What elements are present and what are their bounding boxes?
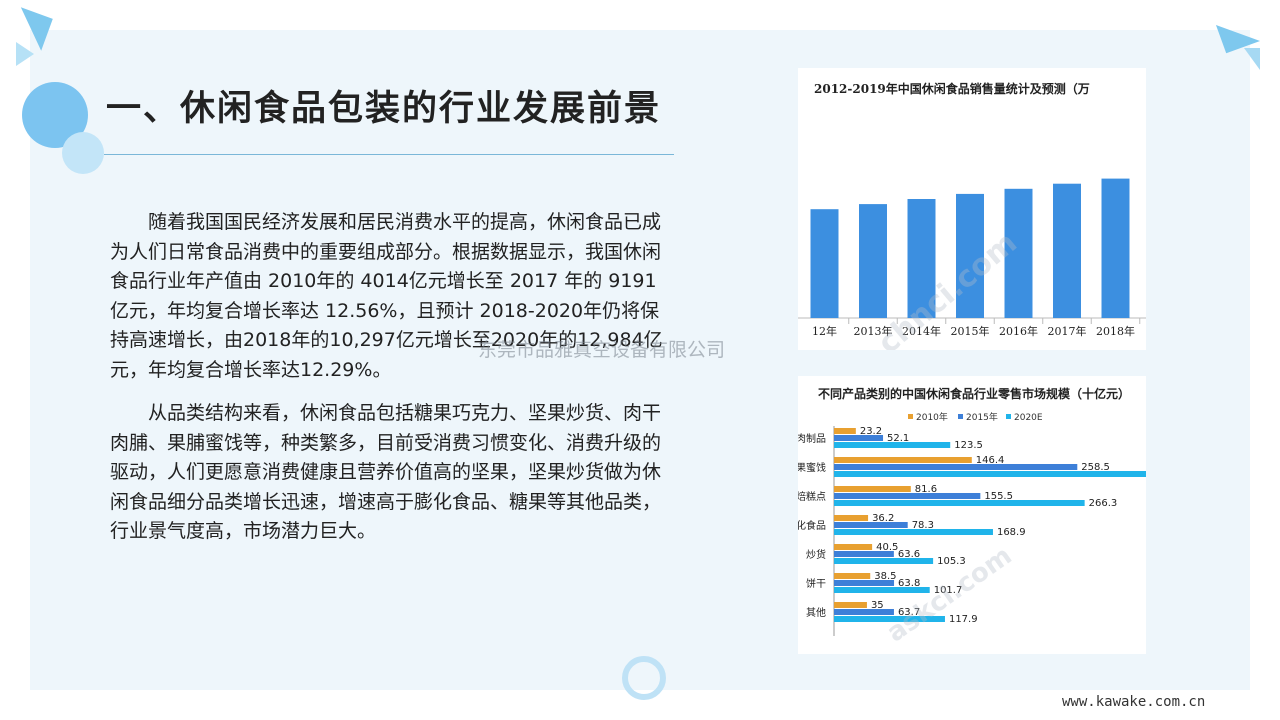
body-text: 随着我国国民经济发展和居民消费水平的提高，休闲食品已成为人们日常食品消费中的重要…	[110, 208, 665, 561]
chart1-bar-1	[859, 204, 887, 318]
chart2-data-label-0-2: 123.5	[954, 440, 983, 451]
retail-market-chart-svg: 不同产品类别的中国休闲食品行业零售市场规模（十亿元） 2010年 2015年 2020…	[798, 386, 1146, 648]
chart2-bar-1-1	[834, 464, 1078, 470]
chart1-tick-label-5: 2017年	[1048, 324, 1087, 338]
chart2-bar-3-0	[834, 515, 869, 521]
paragraph-1: 随着我国国民经济发展和居民消费水平的提高，休闲食品已成为人们日常食品消费中的重要…	[110, 211, 663, 381]
chart2-data-label-4-1: 63.6	[898, 549, 920, 560]
chart2-legend-label-0: 2010年	[916, 411, 948, 423]
chart2-bar-4-0	[834, 544, 873, 550]
chart2-title: 不同产品类别的中国休闲食品行业零售市场规模（十亿元）	[818, 386, 1130, 401]
chart2-bar-4-1	[834, 551, 894, 557]
chart2-category-6: 其他	[806, 606, 826, 619]
chart1-tick-label-4: 2016年	[999, 324, 1038, 338]
chart2-bar-2-1	[834, 493, 981, 499]
chart1-tick-label-6: 2018年	[1096, 324, 1135, 338]
chart2-category-4: 炒货	[806, 548, 826, 561]
chart2-bar-1-2	[834, 471, 1146, 477]
chart2-bar-5-1	[834, 580, 895, 586]
paragraph-2: 从品类结构来看，休闲食品包括糖果巧克力、坚果炒货、肉干肉脯、果脯蜜饯等，种类繁多…	[110, 402, 662, 542]
chart1-bar-3	[956, 193, 984, 318]
site-url: www.kawake.com.cn	[1062, 694, 1206, 710]
chart2-category-1: 果蜜饯	[798, 461, 826, 474]
chart1-bar-5	[1053, 183, 1081, 318]
chart2-data-label-2-1: 155.5	[984, 491, 1013, 502]
chart2-data-label-4-0: 40.5	[876, 542, 898, 553]
retail-market-chart: 不同产品类别的中国休闲食品行业零售市场规模（十亿元） 2010年 2015年 2020…	[798, 376, 1146, 654]
title-divider	[104, 154, 674, 155]
chart2-data-label-4-2: 105.3	[937, 556, 966, 567]
chart2-data-label-5-1: 63.8	[898, 578, 920, 589]
page-title: 一、休闲食品包装的行业发展前景	[106, 89, 662, 129]
chart2-data-label-2-0: 81.6	[915, 484, 937, 495]
chart2-data-label-6-1: 63.7	[898, 607, 920, 618]
chart1-bar-0	[810, 209, 839, 318]
chart2-legend-swatch-2	[1006, 414, 1011, 419]
chart2-data-label-0-1: 52.1	[887, 433, 909, 444]
chart2-legend-swatch-0	[908, 414, 913, 419]
chart2-bar-6-1	[834, 609, 894, 615]
chart1-title: 2012-2019年中国休闲食品销售量统计及预测（万	[814, 81, 1090, 96]
chart1-tick-label-2: 2014年	[902, 324, 941, 338]
sales-volume-chart-svg: 12年 2013年 2014年 2015年 2016年 2017年 2018年chnci.c…	[798, 68, 1146, 350]
chart1-tick-label-1: 2013年	[854, 324, 893, 338]
chart2-data-label-0-0: 23.2	[860, 426, 882, 437]
chart2-bar-4-2	[834, 558, 934, 564]
chart2-legend-label-2: 2020E	[1014, 413, 1043, 423]
chart2-bar-0-2	[834, 442, 951, 448]
chart1-tick-label-0: 12年	[812, 324, 837, 338]
decor-triangle-top-right-small	[1244, 48, 1260, 70]
chart2-bar-6-0	[834, 602, 867, 608]
chart2-data-label-5-0: 38.5	[874, 571, 896, 582]
chart2-bar-5-0	[834, 573, 871, 579]
sales-volume-chart: 12年 2013年 2014年 2015年 2016年 2017年 2018年 chnci.c…	[798, 68, 1146, 350]
chart1-bar-6	[1101, 178, 1130, 318]
chart2-category-3: 膨化食品	[798, 519, 826, 532]
chart2-data-label-3-1: 78.3	[912, 520, 934, 531]
chart2-bar-2-2	[834, 500, 1085, 506]
company-watermark: 东莞市品雅真空设备有限公司	[478, 339, 726, 361]
chart2-bar-0-0	[834, 428, 856, 434]
decor-ring-bottom	[622, 656, 666, 700]
chart2-bar-5-2	[834, 587, 930, 593]
chart2-bar-1-0	[834, 457, 972, 463]
chart2-data-label-5-2: 101.7	[934, 585, 963, 596]
chart2-data-label-3-2: 168.9	[997, 527, 1026, 538]
chart1-title-bg	[798, 68, 1146, 104]
chart1-bar-2	[907, 199, 936, 318]
chart2-bar-2-0	[834, 486, 911, 492]
decor-circle-small	[62, 132, 104, 174]
chart2-legend-swatch-1	[958, 414, 963, 419]
chart2-data-label-2-2: 266.3	[1089, 498, 1118, 509]
chart1-bar-4	[1004, 188, 1033, 318]
chart2-data-label-6-0: 35	[871, 600, 884, 611]
chart2-category-2: 烘焙糕点	[798, 490, 826, 503]
chart2-bar-6-2	[834, 616, 945, 622]
chart2-bar-3-2	[834, 529, 993, 535]
chart2-bar-0-1	[834, 435, 884, 441]
decor-triangle-top-left-small	[16, 42, 34, 66]
chart1-tick-label-3: 2015年	[951, 324, 990, 338]
chart2-data-label-1-1: 258.5	[1081, 462, 1110, 473]
chart2-legend-label-1: 2015年	[966, 411, 998, 423]
chart2-bar-3-1	[834, 522, 908, 528]
chart2-data-label-1-0: 146.4	[976, 455, 1005, 466]
chart2-category-5: 饼干	[806, 577, 826, 590]
chart2-category-0: 肉制品	[798, 432, 826, 445]
chart2-data-label-3-0: 36.2	[872, 513, 894, 524]
chart2-data-label-6-2: 117.9	[949, 614, 978, 625]
